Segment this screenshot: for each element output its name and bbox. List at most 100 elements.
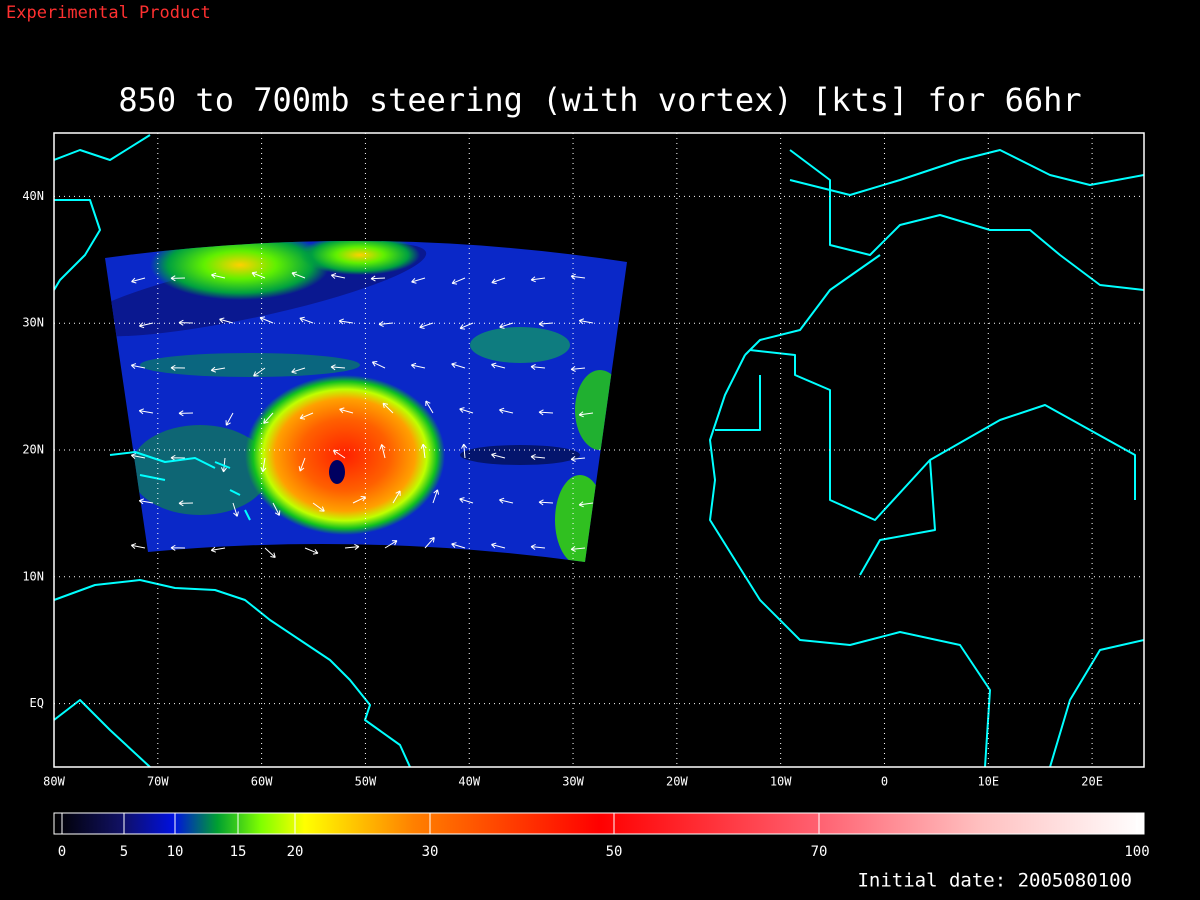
colorbar bbox=[53, 812, 1145, 835]
colorbar-tick-label: 0 bbox=[58, 844, 66, 860]
wind-arrow bbox=[304, 547, 319, 555]
wind-arrow bbox=[578, 501, 594, 508]
lat-tick-label: 40N bbox=[22, 189, 44, 203]
lon-tick-label: 30W bbox=[562, 775, 584, 789]
coastline bbox=[709, 254, 1144, 767]
wind-arrow bbox=[392, 490, 401, 504]
wind-arrow bbox=[570, 273, 586, 280]
wind-arrow bbox=[491, 452, 506, 459]
wind-arrow bbox=[371, 361, 386, 369]
wind-arrow bbox=[530, 364, 546, 370]
wind-arrow bbox=[130, 363, 146, 369]
wind-arrow bbox=[291, 271, 306, 279]
wind-arrow bbox=[263, 412, 274, 424]
wind-arrow bbox=[425, 400, 434, 414]
lon-tick-label: 0 bbox=[881, 775, 888, 789]
wind-arrow bbox=[170, 364, 186, 371]
lon-tick-label: 20W bbox=[666, 775, 688, 789]
wind-arrow bbox=[352, 495, 367, 504]
wind-arrow bbox=[420, 443, 427, 459]
wind-arrow bbox=[370, 275, 386, 282]
wind-arrow bbox=[131, 277, 146, 284]
wind-arrow bbox=[210, 366, 226, 373]
wind-arrow bbox=[264, 547, 276, 558]
wind-arrow bbox=[219, 317, 234, 324]
lon-tick-label: 80W bbox=[43, 775, 65, 789]
wind-arrow bbox=[225, 412, 234, 426]
wind-arrow bbox=[499, 322, 514, 329]
coastline bbox=[715, 349, 1136, 576]
wind-arrow bbox=[461, 443, 468, 459]
colorbar-tick-label: 50 bbox=[606, 844, 623, 860]
wind-arrow bbox=[170, 544, 186, 551]
wind-arrow bbox=[253, 367, 266, 377]
wind-arrow bbox=[570, 455, 586, 462]
wind-arrow bbox=[170, 275, 186, 282]
wind-arrow bbox=[139, 322, 154, 329]
lon-tick-label: 20E bbox=[1081, 775, 1103, 789]
lat-tick-label: 30N bbox=[22, 316, 44, 330]
wind-arrow bbox=[451, 542, 466, 549]
wind-arrow bbox=[570, 365, 586, 372]
wind-arrow bbox=[491, 542, 506, 549]
wind-arrow bbox=[538, 409, 554, 416]
colorbar-tick-label: 15 bbox=[230, 844, 247, 860]
wind-arrow bbox=[330, 273, 346, 279]
wind-arrow bbox=[339, 407, 354, 414]
wind-arrow bbox=[530, 276, 546, 283]
colorbar-tick-label: 5 bbox=[120, 844, 128, 860]
colorbar-tick-label: 100 bbox=[1124, 844, 1149, 860]
wind-arrow bbox=[251, 271, 266, 279]
wind-arrow bbox=[178, 410, 194, 417]
wind-arrow bbox=[344, 543, 360, 550]
wind-arrow bbox=[379, 444, 386, 459]
graticule: 80W 70W 60W 50W 40W 30W 20W 10W 0 10E 20E EQ 10N 20N 3… bbox=[22, 133, 1144, 789]
wind-arrow bbox=[578, 318, 594, 325]
colorbar-tick-label: 70 bbox=[811, 844, 828, 860]
wind-arrow bbox=[459, 322, 474, 330]
wind-arrow bbox=[424, 537, 435, 549]
lon-tick-label: 60W bbox=[251, 775, 273, 789]
wind-arrow bbox=[570, 545, 586, 552]
wind-field bbox=[105, 240, 627, 562]
wind-arrow bbox=[459, 497, 474, 504]
wind-arrow bbox=[530, 544, 546, 550]
wind-arrow bbox=[419, 322, 434, 330]
lat-tick-label: 10N bbox=[22, 569, 44, 583]
wind-arrow bbox=[130, 543, 146, 549]
wind-arrow bbox=[299, 316, 314, 324]
wind-arrow bbox=[291, 367, 306, 374]
wind-arrow bbox=[382, 402, 394, 414]
wind-arrow bbox=[211, 272, 226, 279]
lat-tick-label: 20N bbox=[22, 443, 44, 457]
wind-arrow bbox=[499, 497, 514, 504]
wind-arrow bbox=[312, 502, 325, 512]
colorbar-tick-label: 10 bbox=[167, 844, 184, 860]
wind-arrow bbox=[378, 321, 394, 328]
wind-arrow bbox=[578, 411, 594, 418]
coastline bbox=[109, 451, 251, 521]
wind-arrow bbox=[459, 407, 474, 414]
colorbar-tick-label: 20 bbox=[287, 844, 304, 860]
lat-tick-label: EQ bbox=[30, 696, 44, 710]
wind-arrow bbox=[410, 362, 426, 369]
wind-arrow bbox=[232, 502, 239, 517]
wind-arrow bbox=[330, 364, 346, 371]
wind-arrow bbox=[538, 499, 554, 506]
wind-arrow bbox=[499, 407, 514, 414]
wind-arrow bbox=[138, 408, 154, 415]
wind-arrow bbox=[411, 277, 426, 284]
wind-arrows bbox=[130, 271, 594, 558]
wind-arrow bbox=[451, 362, 466, 369]
coastline bbox=[54, 579, 411, 767]
initial-date: Initial date: 2005080100 bbox=[857, 870, 1132, 892]
wind-arrow bbox=[299, 412, 314, 420]
wind-arrow bbox=[298, 457, 306, 472]
lon-tick-label: 70W bbox=[147, 775, 169, 789]
lon-tick-label: 10W bbox=[770, 775, 792, 789]
coastline bbox=[789, 149, 1144, 291]
wind-arrow bbox=[530, 454, 546, 460]
wind-arrow bbox=[432, 489, 440, 504]
wind-arrow bbox=[259, 316, 274, 324]
